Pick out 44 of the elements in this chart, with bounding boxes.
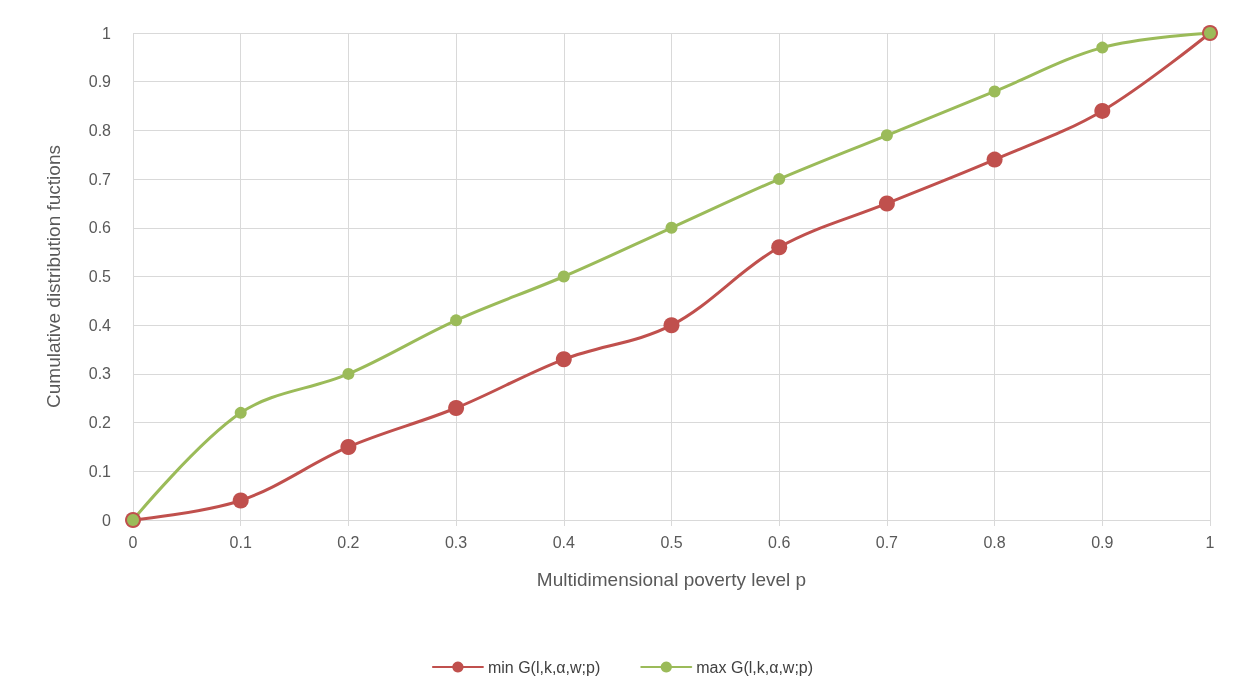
- x-tick-label: 0.6: [768, 533, 791, 551]
- point: [773, 173, 786, 186]
- y-tick-label: 1: [102, 24, 112, 42]
- y-tick-label: 0.5: [88, 268, 112, 285]
- point: [878, 195, 895, 212]
- y-tick-label: 0.1: [88, 462, 112, 480]
- x-tick-label: 0.1: [229, 533, 252, 551]
- point: [342, 367, 355, 380]
- y-tick-label: 0.3: [88, 365, 112, 383]
- x-tick-label: 0.4: [552, 533, 576, 551]
- y-tick-label: 0: [102, 511, 112, 529]
- point: [1096, 41, 1109, 54]
- legend-label: max G(l,k,α,w;p): [696, 658, 814, 676]
- x-axis-title: Multidimensional poverty level p: [536, 569, 807, 590]
- y-axis-title: Cumulative distribution fuctions: [43, 145, 64, 408]
- x-tick-label: 1: [1205, 533, 1215, 551]
- point: [663, 317, 680, 334]
- y-tick-label: 0.9: [88, 73, 112, 91]
- x-tick-label: 0.2: [337, 533, 360, 551]
- point: [450, 314, 463, 327]
- point: [771, 239, 788, 256]
- point: [232, 492, 249, 509]
- y-tick-label: 0.6: [88, 219, 112, 237]
- point: [986, 151, 1003, 168]
- point: [880, 129, 893, 142]
- point: [555, 351, 572, 368]
- point: [557, 270, 570, 283]
- y-tick-label: 0.2: [88, 414, 112, 432]
- point: [448, 399, 465, 416]
- point: [988, 85, 1001, 98]
- y-tick-label: 0.8: [88, 121, 112, 139]
- x-tick-label: 0.9: [1091, 533, 1114, 551]
- y-tick-label: 0.7: [88, 170, 112, 188]
- point: [1094, 102, 1111, 119]
- legend-label: min G(l,k,α,w;p): [487, 658, 601, 676]
- y-tick-label: 0.4: [88, 316, 112, 334]
- x-tick-label: 0.5: [660, 533, 683, 551]
- point: [340, 438, 357, 455]
- point: [665, 221, 678, 234]
- point: [234, 406, 247, 419]
- x-tick-label: 0: [128, 533, 138, 551]
- x-tick-label: 0.3: [444, 533, 468, 551]
- x-tick-label: 0.8: [983, 533, 1006, 551]
- x-tick-label: 0.7: [875, 533, 899, 551]
